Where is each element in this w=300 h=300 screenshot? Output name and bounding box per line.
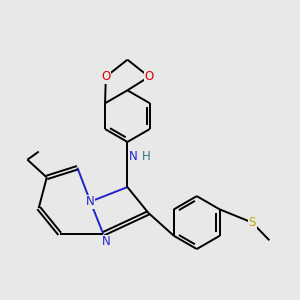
Text: O: O — [144, 70, 154, 83]
Text: N: N — [129, 150, 138, 163]
Text: S: S — [249, 216, 256, 229]
Text: N: N — [86, 195, 95, 208]
Text: N: N — [102, 236, 111, 248]
Text: H: H — [142, 150, 151, 163]
Text: O: O — [101, 70, 110, 83]
